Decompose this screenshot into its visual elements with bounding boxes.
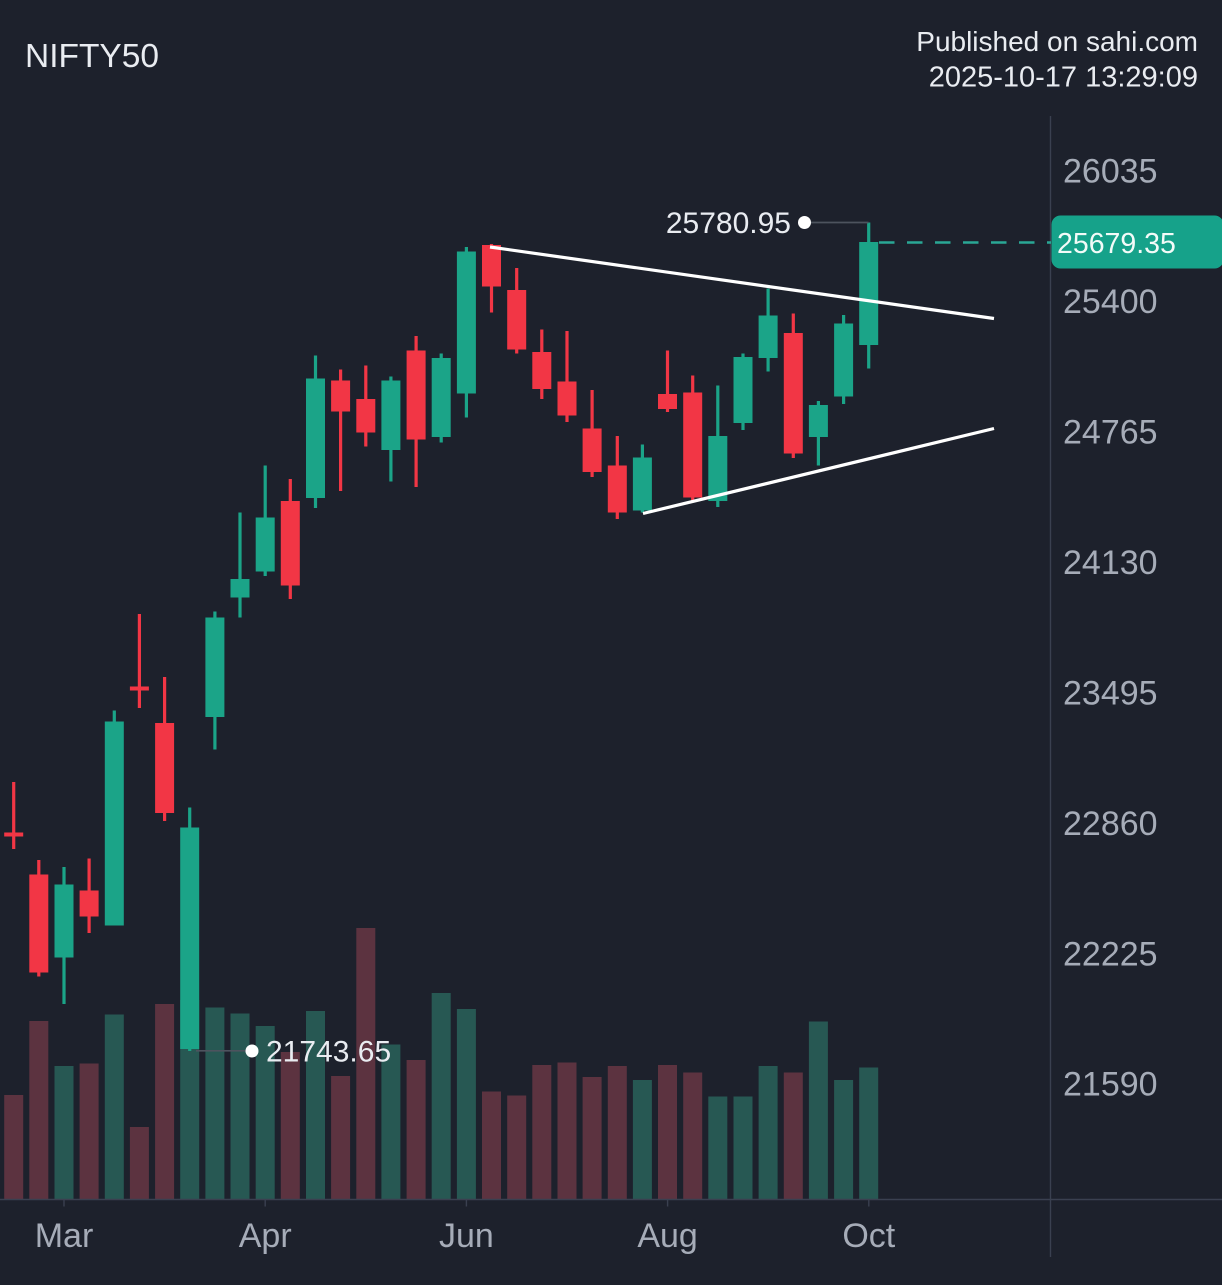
svg-text:24765: 24765 <box>1063 414 1158 452</box>
svg-text:Aug: Aug <box>637 1217 698 1255</box>
svg-text:Apr: Apr <box>239 1217 292 1255</box>
svg-text:21743.65: 21743.65 <box>266 1036 391 1069</box>
svg-text:NIFTY50: NIFTY50 <box>25 38 159 75</box>
svg-text:24130: 24130 <box>1063 544 1158 582</box>
svg-text:21590: 21590 <box>1063 1066 1158 1104</box>
svg-text:22225: 22225 <box>1063 936 1158 974</box>
svg-text:Jun: Jun <box>439 1217 494 1255</box>
svg-text:Oct: Oct <box>842 1217 895 1255</box>
svg-text:25780.95: 25780.95 <box>666 207 791 240</box>
svg-text:26035: 26035 <box>1063 153 1158 191</box>
svg-text:25400: 25400 <box>1063 283 1158 321</box>
svg-text:2025-10-17 13:29:09: 2025-10-17 13:29:09 <box>929 62 1198 94</box>
svg-text:25679.35: 25679.35 <box>1057 228 1176 260</box>
svg-text:Mar: Mar <box>35 1217 94 1255</box>
svg-text:22860: 22860 <box>1063 805 1158 843</box>
svg-text:23495: 23495 <box>1063 675 1158 713</box>
svg-text:Published on sahi.com: Published on sahi.com <box>916 26 1198 57</box>
